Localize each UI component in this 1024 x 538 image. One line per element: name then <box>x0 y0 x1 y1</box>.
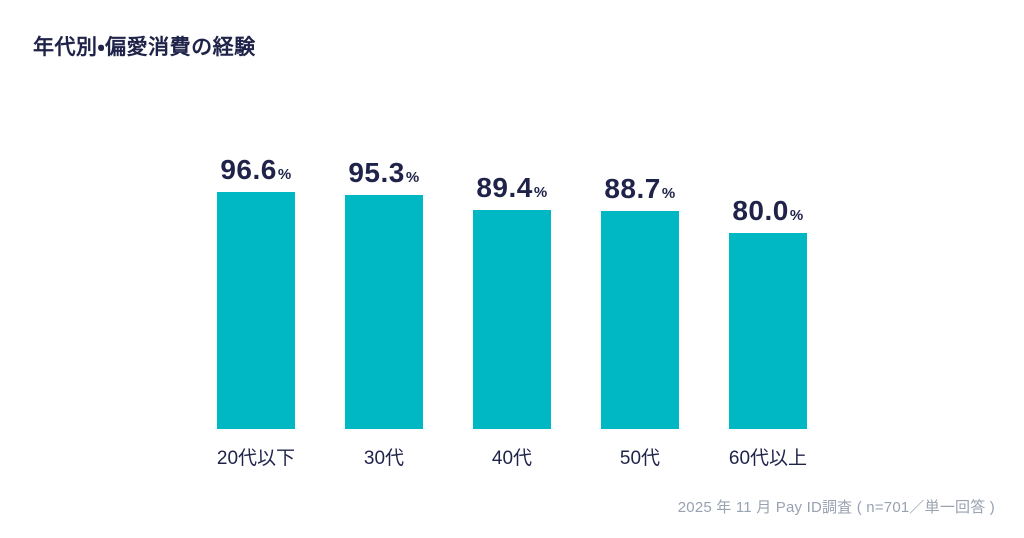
bar-column: 88.7% 50代 <box>576 175 704 468</box>
bar-value-label: 88.7% <box>604 173 676 204</box>
percent-sign: % <box>533 184 548 201</box>
bar-column: 95.3% 30代 <box>320 159 448 468</box>
bar-value-label: 96.6% <box>220 154 292 185</box>
bar-value-label: 80.0% <box>732 195 804 226</box>
chart-title: 年代別・偏愛消費の経験 <box>33 36 256 59</box>
bar-category-label: 60代以上 <box>728 448 808 469</box>
bar-chart: 96.6% 20代以下 95.3% 30代 89.4% 40代 88.7% 50代 80.0% 6… <box>192 154 832 469</box>
source-note: 2025 年 11 月 Pay ID調査 ( n=701／単一回答 ) <box>677 499 995 516</box>
bar <box>601 211 679 429</box>
bar-value-label: 89.4% <box>476 172 548 203</box>
percent-sign: % <box>277 166 292 183</box>
bar <box>729 233 807 429</box>
percent-sign: % <box>789 207 804 224</box>
bar-category-label: 40代 <box>491 448 533 469</box>
bar-column: 96.6% 20代以下 <box>192 154 320 469</box>
bar <box>217 192 295 429</box>
bar-column: 80.0% 60代以上 <box>704 195 832 469</box>
bar-category-label: 50代 <box>619 448 661 469</box>
bar <box>345 195 423 429</box>
bar-column: 89.4% 40代 <box>448 174 576 468</box>
bar-category-label: 20代以下 <box>216 448 296 469</box>
bar-value-label: 95.3% <box>348 157 420 188</box>
bar-category-label: 30代 <box>363 448 405 469</box>
percent-sign: % <box>405 169 420 186</box>
percent-sign: % <box>661 185 676 202</box>
bar <box>473 210 551 429</box>
